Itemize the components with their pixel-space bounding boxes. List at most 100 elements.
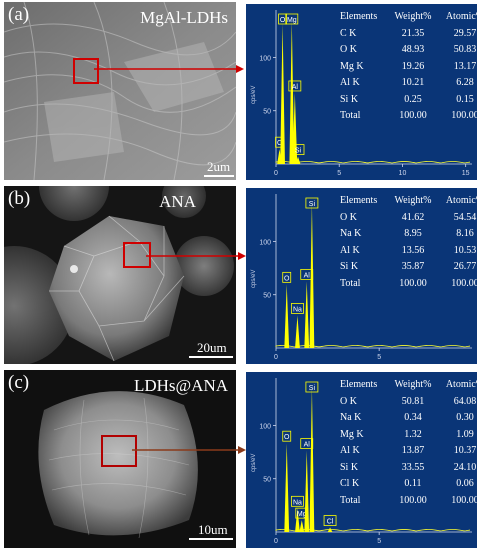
table-cell: 0.06 xyxy=(456,478,474,489)
table-cell: 48.93 xyxy=(401,44,425,55)
peak-si xyxy=(309,202,315,348)
scale-bar-label: 10um xyxy=(198,522,228,537)
peak-label-box xyxy=(291,144,305,156)
table-cell: O K xyxy=(340,44,357,55)
panel-letter: (b) xyxy=(8,188,31,209)
peak-label: C xyxy=(277,140,282,147)
peak-label-box xyxy=(291,495,304,507)
table-cell: 8.95 xyxy=(404,228,422,239)
peak-al xyxy=(292,92,298,164)
table-cell: 50.83 xyxy=(453,44,477,55)
selection-box xyxy=(123,242,151,268)
peak-label: Al xyxy=(304,442,311,449)
sem-title: MgAl-LDHs xyxy=(140,8,228,27)
peak-si xyxy=(295,156,301,164)
y-tick-label: 50 xyxy=(263,477,271,484)
composition-table: Elements Weight% Atomic% O K 50.81 64.08 Na K 0… xyxy=(340,379,477,519)
peak-label-box xyxy=(282,430,292,442)
x-tick-label: 5 xyxy=(337,170,341,177)
peak-label: Al xyxy=(292,84,299,91)
panel-a: (a) MgAl-LDHs 2um 100 50 0 5 10 15 C O Mg Al Si cp… xyxy=(0,0,481,182)
peak-label-box xyxy=(291,303,304,314)
table-cell: 13.87 xyxy=(401,445,425,456)
peak-label-box xyxy=(282,271,292,283)
eds-spectrum-a: 100 50 0 5 10 15 C O Mg Al Si cps/eV Elements Weigh… xyxy=(246,4,477,180)
sem-image-mgal-ldhs: (a) MgAl-LDHs 2um xyxy=(4,2,236,180)
table-cell: Total xyxy=(340,277,361,289)
x-tick-label: 10 xyxy=(399,170,407,177)
y-tick-label: 100 xyxy=(259,55,271,62)
scale-bar xyxy=(204,175,234,177)
table-cell: Al K xyxy=(340,77,360,88)
table-cell: 0.11 xyxy=(404,478,422,489)
table-cell: 29.57 xyxy=(453,27,477,39)
table-cell: 8.16 xyxy=(456,228,474,239)
table-cell: 10.21 xyxy=(401,77,425,88)
peak-label: Si xyxy=(309,385,316,392)
panel-c: (c) LDHs@ANA 10um 100 50 0 5 O Na Mg Al Si Cl cps… xyxy=(0,368,481,550)
table-cell: 0.34 xyxy=(404,412,422,423)
peak-label: Na xyxy=(293,306,302,313)
peak-label: Cl xyxy=(327,519,334,526)
table-cell: Mg K xyxy=(340,60,364,72)
x-tick-label: 0 xyxy=(274,538,278,545)
table-cell: C K xyxy=(340,27,357,39)
sem-title: LDHs@ANA xyxy=(133,376,228,395)
table-cell: 10.53 xyxy=(453,244,477,256)
x-tick-label: 0 xyxy=(274,354,278,361)
peak-label: Na xyxy=(293,499,302,506)
table-cell: 13.17 xyxy=(453,60,477,72)
peak-o xyxy=(284,284,290,348)
peak-label-box xyxy=(305,197,319,209)
eds-plot: 100 50 0 5 10 15 C O Mg Al Si xyxy=(259,10,472,177)
table-cell: 54.54 xyxy=(453,211,477,223)
eds-plot: 100 50 0 5 O Na Mg Al Si Cl xyxy=(259,378,472,545)
y-axis-label: cps/eV xyxy=(251,85,257,104)
composition-table: Elements Weight% Atomic% O K 41.62 54.54 Na K 8… xyxy=(340,195,477,325)
x-tick-label: 5 xyxy=(377,538,381,545)
table-cell: Si K xyxy=(340,93,359,105)
table-cell: Mg K xyxy=(340,428,364,440)
peak-na xyxy=(295,315,300,348)
header-cell: Elements xyxy=(340,195,378,206)
table-cell: O K xyxy=(340,395,357,407)
peak-label-box xyxy=(288,80,302,92)
y-tick-label: 50 xyxy=(263,109,271,116)
peak-cl xyxy=(327,527,333,532)
y-tick-label: 100 xyxy=(259,239,271,246)
table-cell: 10.37 xyxy=(453,445,477,456)
table-cell: Cl K xyxy=(340,478,360,489)
table-cell: 33.55 xyxy=(401,461,425,473)
peak-label-box xyxy=(285,13,299,25)
y-tick-label: 100 xyxy=(259,423,271,430)
x-tick-label: 15 xyxy=(462,170,470,177)
table-cell: 41.62 xyxy=(401,211,425,223)
sem-image-ldhs-ana: (c) LDHs@ANA 10um xyxy=(4,370,236,548)
table-cell: Al K xyxy=(340,445,360,456)
selection-box xyxy=(73,58,99,84)
sem-texture-coated-crystal xyxy=(4,370,236,548)
table-cell: 100.00 xyxy=(399,277,427,289)
peak-label: Si xyxy=(295,148,302,155)
table-cell: Si K xyxy=(340,461,359,473)
table-cell: 19.26 xyxy=(401,60,425,72)
header-cell: Weight% xyxy=(394,11,432,22)
baseline-noise xyxy=(275,161,471,164)
peak-o xyxy=(284,443,290,532)
table-cell: 1.09 xyxy=(456,428,474,440)
table-cell: 50.81 xyxy=(401,395,425,407)
header-cell: Elements xyxy=(340,11,378,22)
table-cell: 100.00 xyxy=(451,110,477,121)
selection-box xyxy=(101,435,137,467)
eds-spectrum-b: 100 50 0 5 O Na Al Si cps/eV Elements Weight% Ato… xyxy=(246,188,477,364)
peak-label: Mg xyxy=(287,17,297,24)
y-axis-label: cps/eV xyxy=(251,453,257,472)
scale-bar-label: 20um xyxy=(197,340,227,355)
table-cell: O K xyxy=(340,211,357,223)
table-cell: 21.35 xyxy=(401,27,425,39)
peak-label: O xyxy=(284,275,290,282)
peak-label-box xyxy=(278,13,287,25)
table-cell: 100.00 xyxy=(451,277,477,289)
peak-al xyxy=(304,450,310,532)
table-cell: Na K xyxy=(340,412,362,423)
